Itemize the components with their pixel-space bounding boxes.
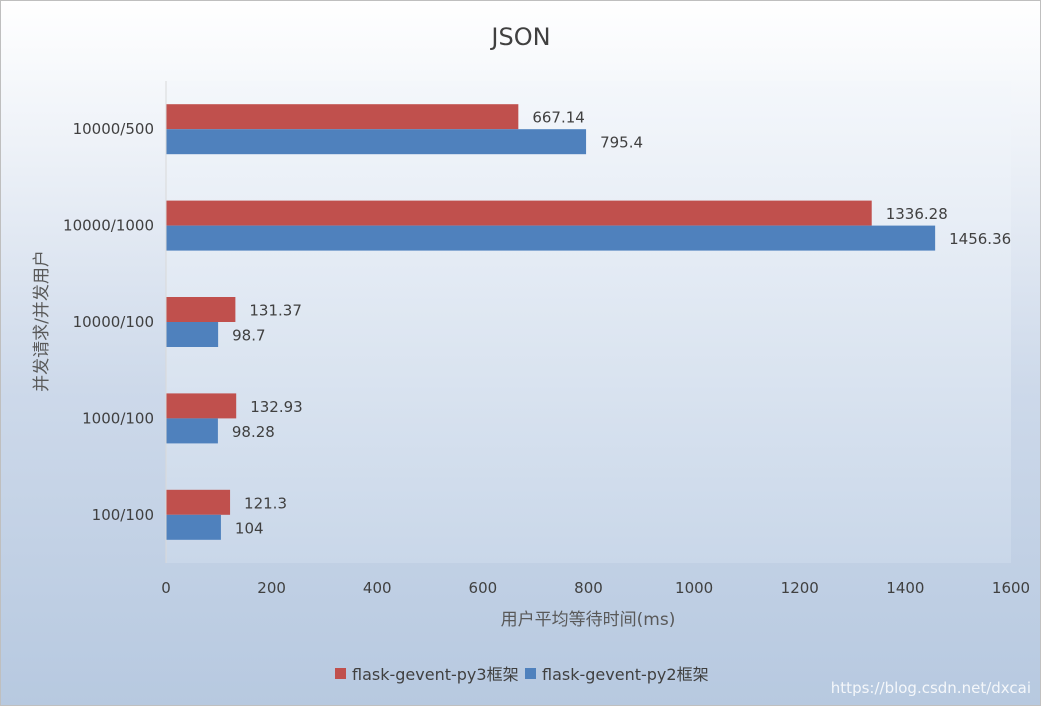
bar bbox=[166, 393, 237, 419]
x-tick-labels: 0 200 400 600 800 1000 1200 1400 1600 bbox=[161, 579, 1030, 597]
category-label: 10000/1000 bbox=[63, 217, 154, 235]
data-label: 132.93 bbox=[250, 398, 303, 416]
data-label: 98.28 bbox=[232, 423, 275, 441]
data-label: 667.14 bbox=[532, 109, 585, 127]
bar bbox=[166, 297, 236, 322]
data-label: 1336.28 bbox=[886, 205, 948, 223]
bar bbox=[166, 104, 519, 130]
x-tick-label: 800 bbox=[574, 579, 603, 597]
category-label: 1000/100 bbox=[82, 409, 154, 427]
bar bbox=[166, 200, 872, 226]
legend-label: flask-gevent-py2框架 bbox=[542, 665, 709, 684]
x-tick-label: 1200 bbox=[781, 579, 819, 597]
data-label: 131.37 bbox=[249, 302, 301, 320]
legend-label: flask-gevent-py3框架 bbox=[352, 665, 519, 684]
bar bbox=[166, 129, 587, 155]
legend-swatch bbox=[335, 668, 346, 679]
category-labels: 10000/500 10000/1000 10000/100 1000/100 100/… bbox=[63, 120, 154, 524]
x-axis-title: 用户平均等待时间(ms) bbox=[501, 610, 676, 630]
bar bbox=[166, 489, 231, 515]
legend: flask-gevent-py3框架 flask-gevent-py2框架 bbox=[335, 665, 709, 684]
category-label: 100/100 bbox=[92, 506, 154, 524]
bar bbox=[166, 514, 221, 540]
bar bbox=[166, 225, 936, 251]
data-label: 121.3 bbox=[244, 494, 287, 512]
data-label: 98.7 bbox=[232, 327, 265, 345]
x-tick-label: 400 bbox=[363, 579, 392, 597]
data-label: 104 bbox=[235, 519, 264, 537]
category-label: 10000/100 bbox=[73, 313, 154, 331]
watermark: https://blog.csdn.net/dxcai bbox=[831, 679, 1031, 697]
x-tick-label: 600 bbox=[469, 579, 498, 597]
bar bbox=[166, 322, 219, 347]
legend-swatch bbox=[525, 668, 536, 679]
x-tick-label: 1000 bbox=[675, 579, 713, 597]
chart-title: JSON bbox=[489, 23, 550, 51]
x-tick-label: 0 bbox=[161, 579, 171, 597]
data-label: 1456.36 bbox=[949, 230, 1011, 248]
bar bbox=[166, 418, 218, 444]
x-tick-label: 1400 bbox=[886, 579, 924, 597]
x-tick-label: 1600 bbox=[992, 579, 1030, 597]
y-axis-title: 并发请求/并发用户 bbox=[32, 250, 52, 392]
category-label: 10000/500 bbox=[73, 120, 154, 138]
data-label: 795.4 bbox=[600, 134, 643, 152]
x-tick-label: 200 bbox=[257, 579, 286, 597]
plot-area bbox=[166, 81, 1011, 563]
